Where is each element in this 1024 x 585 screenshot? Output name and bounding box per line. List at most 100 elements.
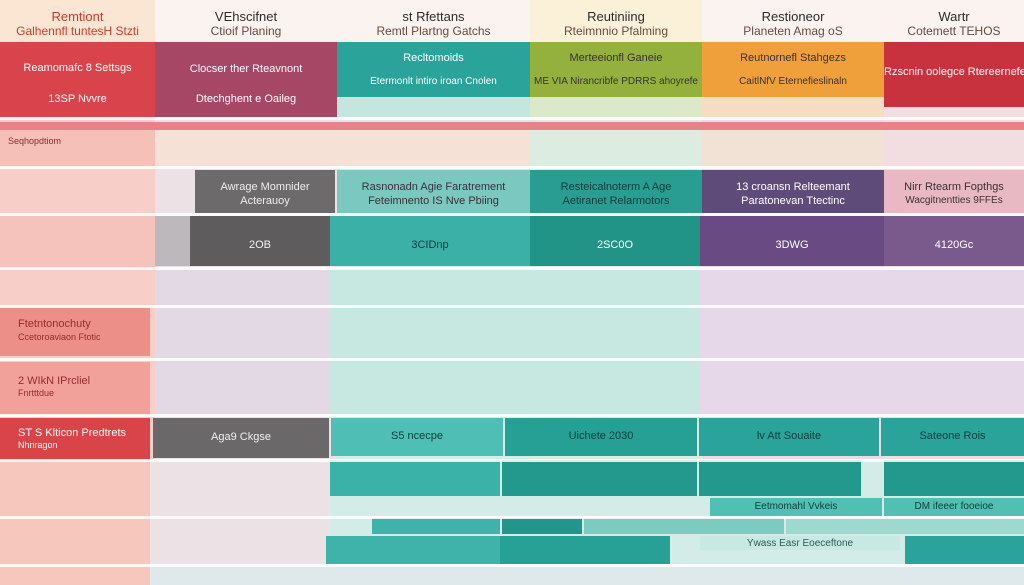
band1-red-line2: 13SP Nvvre [48, 93, 107, 105]
column-header-5-subtitle: Planeten Amag oS [743, 24, 843, 38]
band2-tealdark-line2: Aetiranet Relarmotors [562, 195, 670, 207]
header-bg [0, 0, 1024, 42]
band2-gray-line2: Acterauoy [240, 195, 290, 207]
column-header-1-subtitle: Galhennfl tuntesH Stzti [16, 24, 139, 38]
band1-olive-line1: Merteeionfl Ganeie [569, 52, 663, 64]
band1-red-line1: Reamomafc 8 Settsgs [23, 62, 132, 74]
band2-purple-block [702, 170, 884, 213]
gantt-bar-8 [502, 518, 582, 534]
band1-plum-block [155, 42, 337, 117]
column-header-2-subtitle: Ctioif Planing [210, 24, 282, 38]
band1b-tint-teal [337, 97, 530, 117]
band2-tealdark-line1: Resteicalnoterm A Age [560, 181, 672, 193]
column-header-4-subtitle: Rteimnnio Pfalming [563, 24, 669, 38]
gantt-bar-5 [710, 498, 882, 516]
band1-orange-block [702, 42, 884, 97]
gantt-bar-2 [502, 460, 697, 496]
rule-2 [0, 166, 1024, 169]
band3-teal-mid-label: Uichete 2030 [568, 430, 634, 442]
column-header-5-title: Restioneor [761, 9, 825, 24]
band2-teal-line1: Rasnonadn Agie Faratrement [361, 181, 506, 193]
rule-8 [0, 459, 1024, 462]
values-gray-light [155, 216, 190, 266]
column-header-3-subtitle: Remtl Plartng Gatchs [376, 24, 491, 38]
band2-teal-dark-block [530, 170, 702, 213]
header-accent-mid [530, 0, 702, 42]
band3-gray-label: Aga9 Ckgse [211, 431, 271, 443]
gantt-bar-12 [500, 536, 670, 564]
sub-row-peach [155, 130, 530, 166]
column-header-1-title: Remtiont [51, 9, 104, 24]
band3-left-label-b: Nhnragon [18, 440, 58, 450]
band1-plum-line2: Dtechghent e Oaileg [195, 93, 297, 105]
column-header-3: st Rfettans Remtl Plartng Gatchs [337, 9, 530, 38]
rule-1 [0, 117, 1024, 120]
band1-orange-line1: Reutnornefl Stahgezs [740, 52, 846, 64]
rule-6 [0, 358, 1024, 361]
rule-5 [0, 305, 1024, 308]
band3-teal-light [331, 418, 503, 456]
column-header-6-title: Wartr [938, 9, 970, 24]
pale-row-1-purple [155, 270, 330, 415]
gantt-bar-3 [699, 460, 861, 496]
sub-row-left [0, 130, 155, 166]
rule-10 [0, 564, 1024, 567]
band3-left-label-a: ST S Klticon Predtrets [18, 427, 127, 439]
value-1: 2OB [248, 239, 271, 251]
rule-7 [0, 414, 1024, 417]
rule-4 [0, 267, 1024, 270]
band1-teal-line2: Etermonlt intiro iroan Cnolen [370, 76, 497, 87]
left-red-row-2 [0, 362, 150, 414]
band2-pink-block [884, 170, 1024, 213]
left-row2-label-b: Fnrtttdue [18, 388, 55, 398]
rule-9 [0, 516, 1024, 519]
band3-teal-b [881, 418, 1024, 456]
gantt-label-b: DM ifeeer fooeioe [914, 501, 994, 512]
left-row1-label-b: Ccetoroaviaon Ftotic [18, 332, 101, 342]
band3-gray-block [153, 418, 329, 458]
gantt-bar-6 [884, 498, 1024, 516]
band3-teal-b-label: Sateone Rois [919, 430, 986, 442]
sub-row-right [702, 130, 884, 166]
band2-teal-line2: Feteimnento IS Nve Pbiing [368, 195, 499, 207]
value-2: 3CIDnp [411, 239, 449, 251]
value-3: 2SC0O [596, 239, 634, 251]
header-accent-left [0, 0, 155, 42]
band3-teal-light-label: S5 ncecpe [391, 430, 443, 442]
column-header-6-subtitle: Cotemett TEHOS [907, 24, 1001, 38]
gantt-bar-1 [330, 460, 500, 496]
values-gray-block [190, 216, 330, 266]
band1-teal-line1: Recltomoids [403, 52, 464, 64]
red-strip [0, 122, 1024, 130]
values-violet-block [884, 216, 1024, 266]
column-header-3-title: st Rfettans [402, 9, 465, 24]
band2-purple-line2: Paratonevan Ttectinc [741, 195, 845, 207]
column-header-4: Reutiniing Rteimnnio Pfalming [530, 9, 702, 38]
band1b-tint-olive [530, 97, 702, 117]
values-row-left [0, 216, 155, 270]
pale-row-1-lilac [700, 270, 1024, 415]
left-red-row-1 [0, 308, 150, 356]
gantt-bar-4 [884, 460, 1024, 496]
bottom-edge [150, 566, 1024, 585]
left-sub-label: Seqhopdtiom [8, 136, 62, 146]
band2-gray-block [195, 170, 335, 213]
column-header-2: VEhscifnet Ctioif Planing [155, 9, 337, 38]
left-row2-label-a: 2 WIkN IPrcliel [18, 375, 91, 387]
values-teal-block [330, 216, 530, 266]
band2-pink-line2: Wacgitnentties 9FFEs [905, 195, 1003, 206]
band1-orange-line2: CaitlNfV Eternefieslinaln [739, 76, 847, 87]
band3-left-block [0, 418, 150, 460]
value-4: 3DWG [775, 239, 809, 251]
gantt-bar-9 [584, 518, 784, 534]
column-header-6: Wartr Cotemett TEHOS [884, 9, 1024, 38]
values-tealdark-block [530, 216, 700, 266]
band3-teal-a-label: lv Att Souaite [756, 430, 822, 442]
value-5: 4120Gc [934, 239, 974, 251]
band3-teal-mid [505, 418, 697, 456]
band2-teal-block [337, 170, 530, 213]
gantt-bar-10 [786, 518, 1024, 534]
gantt-label-c: Ywass Easr Eoeceftone [746, 538, 854, 549]
column-header-2-title: VEhscifnet [214, 9, 278, 24]
gantt-bar-13 [700, 536, 900, 550]
